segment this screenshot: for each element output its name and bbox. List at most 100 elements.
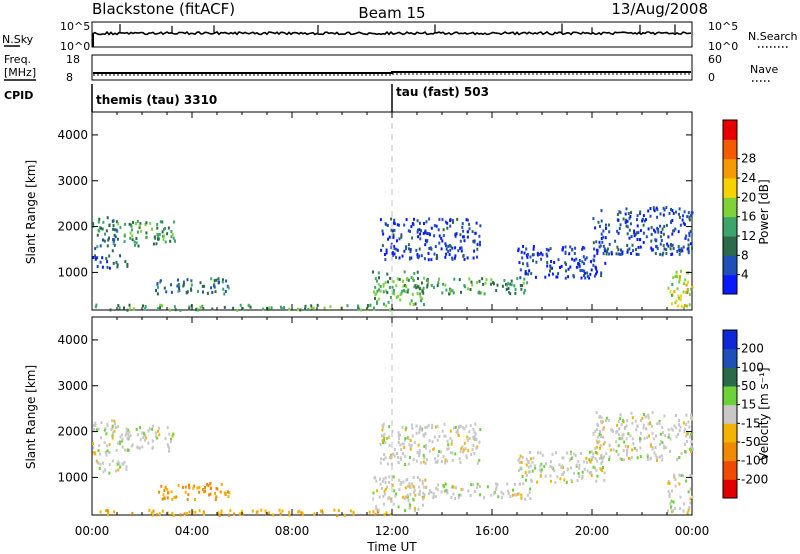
scatter-cell xyxy=(600,435,603,439)
scatter-cell xyxy=(679,495,682,499)
scatter-cell xyxy=(167,226,170,230)
scatter-cell xyxy=(390,246,393,249)
scatter-cell xyxy=(418,485,421,489)
scatter-cell xyxy=(404,437,407,440)
scatter-cell xyxy=(373,290,375,294)
scatter-cell xyxy=(301,511,304,515)
scatter-cell xyxy=(670,208,672,211)
scatter-cell xyxy=(118,441,121,445)
scatter-cell xyxy=(141,445,144,449)
scatter-cell xyxy=(104,468,107,472)
scatter-cell xyxy=(529,497,532,500)
scatter-cell xyxy=(661,441,664,445)
scatter-cell xyxy=(156,226,159,230)
scatter-cell xyxy=(444,255,447,259)
scatter-cell xyxy=(209,492,212,496)
scatter-cell xyxy=(597,435,600,439)
scatter-cell xyxy=(407,288,410,292)
scatter-cell xyxy=(608,230,611,234)
scatter-cell xyxy=(680,294,682,298)
scatter-cell xyxy=(651,424,653,428)
scatter-cell xyxy=(381,479,384,483)
scatter-cell xyxy=(663,247,666,251)
scatter-cell xyxy=(495,289,498,293)
scatter-cell xyxy=(387,280,389,284)
scatter-cell xyxy=(413,272,416,275)
scatter-cell xyxy=(647,416,650,420)
scatter-cell xyxy=(392,289,395,292)
scatter-cell xyxy=(99,510,102,514)
scatter-cell xyxy=(393,218,396,222)
scatter-cell xyxy=(415,459,418,463)
scatter-cell xyxy=(604,223,607,227)
scatter-cell xyxy=(599,224,601,228)
scatter-cell xyxy=(671,509,674,513)
scatter-cell xyxy=(425,485,428,489)
scatter-cell xyxy=(417,476,419,479)
scatter-cell xyxy=(688,303,691,307)
scatter-cell xyxy=(532,247,535,251)
scatter-cell xyxy=(691,495,694,499)
scatter-cell xyxy=(536,253,539,257)
scatter-cell xyxy=(112,242,115,245)
scatter-cell xyxy=(393,247,396,251)
scatter-cell xyxy=(574,246,577,250)
scatter-cell xyxy=(388,481,391,484)
scatter-cell xyxy=(576,479,579,483)
scatter-cell xyxy=(628,247,631,251)
scatter-cell xyxy=(615,252,618,256)
scatter-cell xyxy=(643,413,645,417)
scatter-cell xyxy=(416,230,419,234)
scatter-cell xyxy=(532,259,534,263)
scatter-cell xyxy=(443,434,446,438)
scatter-cell xyxy=(448,253,451,256)
scatter-cell xyxy=(420,254,423,258)
scatter-cell xyxy=(637,253,640,256)
scatter-cell xyxy=(659,235,662,239)
scatter-cell xyxy=(151,424,154,428)
scatter-cell xyxy=(380,248,383,252)
scatter-cell xyxy=(493,282,495,286)
scatter-cell xyxy=(434,457,437,461)
scatter-cell xyxy=(135,237,138,240)
scatter-cell xyxy=(578,264,581,268)
scatter-cell xyxy=(95,303,98,307)
scatter-cell xyxy=(414,493,417,497)
scatter-cell xyxy=(478,279,481,283)
scatter-cell xyxy=(453,277,456,281)
colorbar-tick-label: 20 xyxy=(741,190,756,204)
scatter-cell xyxy=(396,223,399,227)
scatter-cell xyxy=(667,509,670,513)
scatter-cell xyxy=(577,262,580,266)
scatter-cell xyxy=(643,219,646,223)
scatter-cell xyxy=(478,485,481,489)
scatter-cell xyxy=(232,306,235,310)
scatter-cell xyxy=(398,256,401,260)
scatter-cell xyxy=(490,278,493,282)
scatter-cell xyxy=(582,246,584,250)
scatter-cell xyxy=(385,436,388,440)
scatter-cell xyxy=(507,282,510,286)
scatter-cell xyxy=(108,254,111,258)
scatter-cell xyxy=(664,434,667,438)
scatter-cell xyxy=(688,234,691,238)
scatter-cell xyxy=(210,277,213,281)
scatter-cell xyxy=(411,292,414,296)
nave-label: Nave xyxy=(750,63,778,76)
scatter-cell xyxy=(578,463,581,467)
nsearch-label: N.Search xyxy=(748,30,798,43)
scatter-cell xyxy=(154,434,157,438)
scatter-cell xyxy=(426,285,429,289)
scatter-cell xyxy=(382,441,384,445)
scatter-cell xyxy=(616,245,619,249)
scatter-cell xyxy=(127,432,129,436)
scatter-cell xyxy=(472,427,475,431)
scatter-cell xyxy=(588,458,591,462)
scatter-cell xyxy=(412,475,415,479)
scatter-cell xyxy=(569,458,571,462)
scatter-cell xyxy=(630,235,633,238)
scatter-cell xyxy=(459,493,462,497)
scatter-cell xyxy=(580,276,583,280)
scatter-cell xyxy=(680,474,683,477)
scatter-cell xyxy=(605,452,608,456)
